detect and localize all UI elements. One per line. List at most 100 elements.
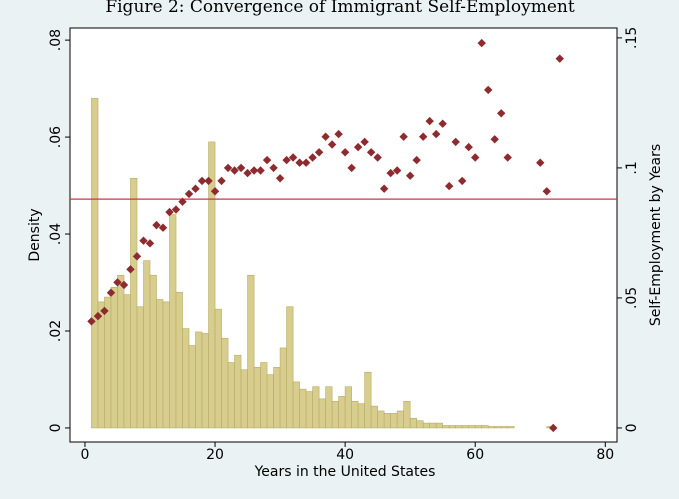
histogram-bar [370, 405, 378, 429]
histogram-bar [91, 97, 99, 429]
histogram-bar [143, 260, 151, 429]
histogram-bar [253, 367, 261, 429]
scatter-point [269, 163, 278, 173]
histogram-bar [331, 400, 339, 429]
scatter-point [210, 187, 220, 196]
histogram-bar [240, 369, 248, 429]
x-tick-label: 20 [206, 447, 224, 463]
y-tick-label: .02 [48, 320, 64, 342]
scatter-point [256, 166, 265, 175]
scatter-point [152, 220, 161, 230]
scatter-point [119, 280, 129, 290]
scatter-point [425, 116, 434, 126]
histogram-bar [429, 422, 437, 429]
scatter-point [451, 137, 460, 147]
histogram-bar [195, 331, 203, 429]
scatter-point [158, 223, 168, 232]
histogram-bar [156, 299, 164, 429]
scatter-point [171, 205, 181, 214]
scatter-point [314, 148, 324, 157]
scatter-point [471, 153, 480, 162]
scatter-point [178, 197, 187, 206]
histogram-bar [130, 177, 138, 429]
histogram-bar [149, 274, 157, 429]
scatter-point [191, 184, 200, 193]
histogram-bar [97, 301, 105, 429]
scatter-point [243, 168, 252, 178]
scatter-point [366, 148, 376, 157]
histogram-bar [312, 386, 320, 429]
scatter-point [405, 171, 415, 180]
histogram-bar [221, 337, 229, 429]
scatter-point [132, 252, 142, 261]
histogram-bar [364, 371, 372, 429]
histogram-bar [286, 306, 294, 429]
histogram-bar [468, 425, 476, 429]
histogram-bar [416, 420, 424, 429]
scatter-point [353, 142, 363, 152]
histogram-bar [214, 308, 222, 429]
histogram-bar [435, 422, 443, 429]
histogram-bar [318, 398, 326, 429]
histogram-bar [344, 386, 352, 429]
y2-axis-title: Self-Employment by Years [648, 144, 664, 326]
scatter-point [490, 135, 499, 144]
x-tick-label: 40 [336, 447, 354, 463]
histogram-bar [208, 141, 216, 429]
scatter-point [262, 155, 272, 165]
scatter-point [217, 176, 226, 186]
histogram-bar [227, 362, 235, 429]
histogram-bar [409, 417, 417, 429]
scatter-point [223, 163, 233, 173]
scatter-point [392, 166, 402, 175]
histogram-bar [201, 333, 209, 429]
scatter-point [204, 176, 213, 186]
y-tick-label: .04 [48, 223, 64, 245]
scatter-point [360, 137, 369, 147]
y-tick-label: .08 [48, 29, 64, 51]
scatter-point [418, 132, 428, 141]
scatter-point [139, 236, 148, 245]
histogram-bar [188, 345, 196, 429]
scatter-point [444, 181, 454, 191]
histogram-bar [357, 403, 365, 429]
histogram-bar [422, 422, 430, 429]
histogram-bar [162, 301, 170, 429]
histogram-bar [442, 425, 450, 429]
histogram-bar [175, 291, 183, 429]
histogram-bar [390, 413, 398, 429]
scatter-point [230, 166, 239, 175]
histogram-bar [474, 425, 483, 429]
scatter-point [497, 109, 506, 118]
histogram-bar [182, 328, 190, 429]
histogram-bar [279, 347, 287, 429]
histogram-bar [500, 426, 509, 429]
scatter-point [555, 54, 564, 63]
histogram-bar [403, 400, 411, 429]
x-tick-label: 60 [466, 447, 484, 463]
scatter-point [334, 129, 343, 139]
histogram-bar [494, 426, 502, 429]
scatter-point [477, 38, 486, 48]
scatter-point [308, 153, 317, 162]
scatter-point [412, 155, 421, 165]
histogram-bar [292, 381, 300, 429]
scatter-point [275, 174, 285, 183]
histogram-bar [396, 410, 404, 429]
histogram-bar [260, 362, 268, 429]
scatter-point [438, 119, 447, 128]
y2-tick-label: .05 [624, 287, 640, 309]
histogram-bar [383, 413, 391, 429]
y-tick-label: 0 [48, 423, 64, 432]
scatter-point [399, 132, 408, 141]
histogram-bar [305, 391, 313, 429]
histogram-bar [487, 426, 496, 429]
x-axis-title: Years in the United States [254, 464, 436, 480]
scatter-point [386, 168, 395, 178]
histogram-bar [377, 410, 385, 429]
scatter-point [165, 207, 174, 217]
histogram-bar [481, 425, 489, 429]
histogram-bar [123, 294, 131, 429]
scatter-point [288, 153, 298, 162]
